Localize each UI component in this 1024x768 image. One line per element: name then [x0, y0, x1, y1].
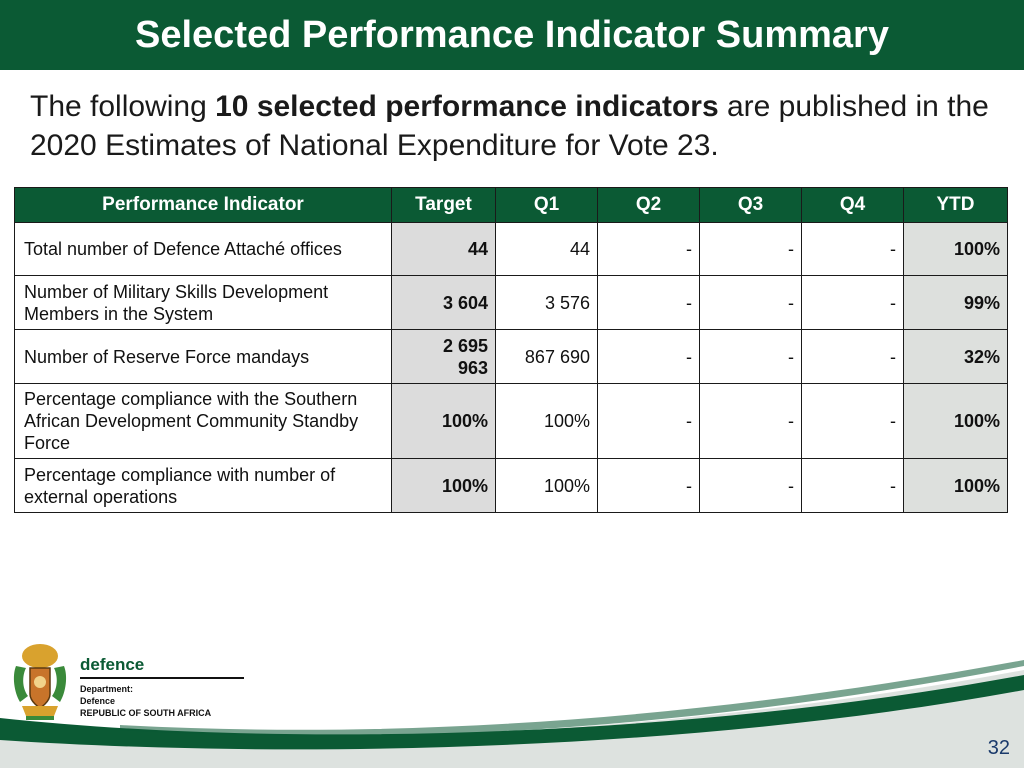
header-q4: Q4	[801, 187, 904, 223]
performance-indicator-table: Performance Indicator Target Q1 Q2 Q3 Q4…	[14, 187, 1008, 513]
cell-q2: -	[597, 222, 700, 276]
table-header-row: Performance Indicator Target Q1 Q2 Q3 Q4…	[14, 187, 1008, 223]
cell-q1: 44	[495, 222, 598, 276]
table-row: Percentage compliance with number of ext…	[14, 458, 1008, 513]
cell-target: 100%	[391, 383, 496, 459]
cell-q1: 100%	[495, 458, 598, 513]
cell-q2: -	[597, 458, 700, 513]
page-number: 32	[987, 737, 1010, 759]
intro-after: are published in the 2020 Estimates of N…	[30, 90, 989, 162]
cell-indicator: Percentage compliance with the Southern …	[14, 383, 392, 459]
intro-before: The following	[30, 90, 216, 123]
cell-q1: 867 690	[495, 329, 598, 384]
cell-q4: -	[801, 275, 904, 330]
cell-q3: -	[699, 458, 802, 513]
brand-wordmark: defence	[80, 655, 145, 674]
cell-indicator: Number of Reserve Force mandays	[14, 329, 392, 384]
department-name: Defence	[80, 696, 116, 706]
cell-q3: -	[699, 222, 802, 276]
intro-text: The following 10 selected performance in…	[30, 87, 1000, 165]
cell-target: 44	[391, 222, 496, 276]
country-name: REPUBLIC OF SOUTH AFRICA	[80, 708, 212, 718]
header-target: Target	[391, 187, 496, 223]
cell-ytd: 99%	[903, 275, 1008, 330]
cell-q2: -	[597, 329, 700, 384]
cell-q1: 3 576	[495, 275, 598, 330]
brand-rule	[80, 677, 244, 679]
cell-target: 3 604	[391, 275, 496, 330]
cell-q4: -	[801, 222, 904, 276]
intro-bold: 10 selected performance indicators	[215, 90, 719, 123]
cell-q4: -	[801, 329, 904, 384]
cell-q2: -	[597, 275, 700, 330]
table-row: Number of Military Skills Development Me…	[14, 275, 1008, 330]
table-row: Percentage compliance with the Southern …	[14, 383, 1008, 459]
department-logo: defence Department: Defence REPUBLIC OF …	[80, 655, 244, 719]
department-label: Department:	[80, 684, 134, 694]
cell-q4: -	[801, 458, 904, 513]
cell-ytd: 100%	[903, 222, 1008, 276]
cell-ytd: 32%	[903, 329, 1008, 384]
cell-target: 100%	[391, 458, 496, 513]
slide-title: Selected Performance Indicator Summary	[135, 13, 889, 56]
header-performance-indicator: Performance Indicator	[14, 187, 392, 223]
cell-ytd: 100%	[903, 383, 1008, 459]
cell-q4: -	[801, 383, 904, 459]
header-ytd: YTD	[903, 187, 1008, 223]
cell-q2: -	[597, 383, 700, 459]
header-q1: Q1	[495, 187, 598, 223]
title-bar: Selected Performance Indicator Summary	[0, 0, 1024, 70]
header-q3: Q3	[699, 187, 802, 223]
cell-q3: -	[699, 383, 802, 459]
cell-target: 2 695 963	[391, 329, 496, 384]
coat-of-arms-icon	[13, 644, 67, 720]
cell-indicator: Percentage compliance with number of ext…	[14, 458, 392, 513]
cell-q3: -	[699, 329, 802, 384]
cell-q1: 100%	[495, 383, 598, 459]
table-row: Total number of Defence Attaché offices …	[14, 222, 1008, 276]
header-q2: Q2	[597, 187, 700, 223]
table-row: Number of Reserve Force mandays 2 695 96…	[14, 329, 1008, 384]
cell-indicator: Number of Military Skills Development Me…	[14, 275, 392, 330]
cell-q3: -	[699, 275, 802, 330]
cell-indicator: Total number of Defence Attaché offices	[14, 222, 392, 276]
cell-ytd: 100%	[903, 458, 1008, 513]
footer-swoosh	[0, 660, 1024, 768]
